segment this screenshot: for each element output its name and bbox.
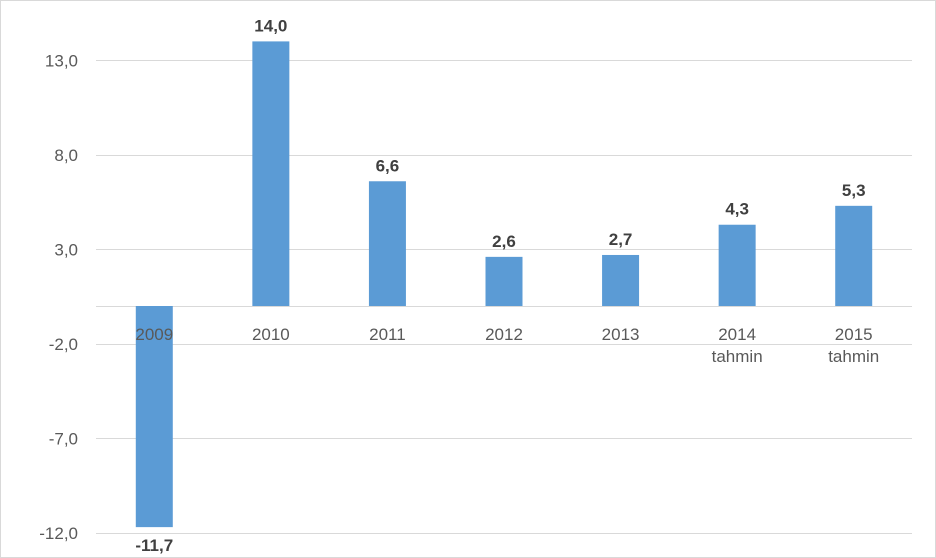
bar-2012: [485, 256, 523, 306]
bar-2009: [135, 306, 173, 528]
x-tick-label: 2012: [485, 325, 523, 344]
y-axis-ticks: 13,0 8,0 3,0 -2,0 -7,0 -12,0: [39, 51, 78, 543]
bar-2010: [252, 41, 290, 307]
bar-2013: [602, 254, 640, 306]
data-label: 2,6: [492, 232, 516, 251]
x-tick-label: 2014 tahmin: [712, 325, 763, 366]
x-axis-ticks: 2009 2010 2011 2012 2013 2014 tahmin 2015 tahmin: [135, 325, 879, 366]
bar-2014: [718, 224, 756, 306]
data-labels: -11,7 14,0 6,6 2,6 2,7 4,3 5,3: [135, 16, 865, 555]
x-tick-label: 2010: [252, 325, 290, 344]
gridlines: [96, 60, 912, 534]
y-tick-label: -7,0: [49, 429, 78, 448]
y-tick-label: 8,0: [54, 146, 78, 165]
data-label: 4,3: [725, 200, 749, 219]
bar-2011: [368, 181, 406, 306]
x-tick-label: 2015 tahmin: [828, 325, 879, 366]
y-tick-label: 3,0: [54, 240, 78, 259]
y-tick-label: 13,0: [45, 51, 78, 70]
bars: [135, 41, 873, 528]
y-tick-label: -12,0: [39, 524, 78, 543]
data-label: 5,3: [842, 181, 866, 200]
data-label: -11,7: [135, 536, 173, 555]
data-label: 6,6: [376, 156, 400, 175]
x-tick-label: 2011: [369, 325, 406, 344]
y-tick-label: -2,0: [49, 335, 78, 354]
bar-2015: [835, 205, 873, 306]
data-label: 14,0: [254, 16, 287, 35]
x-tick-label: 2009: [135, 325, 173, 344]
x-tick-label: 2013: [602, 325, 640, 344]
data-label: 2,7: [609, 230, 633, 249]
